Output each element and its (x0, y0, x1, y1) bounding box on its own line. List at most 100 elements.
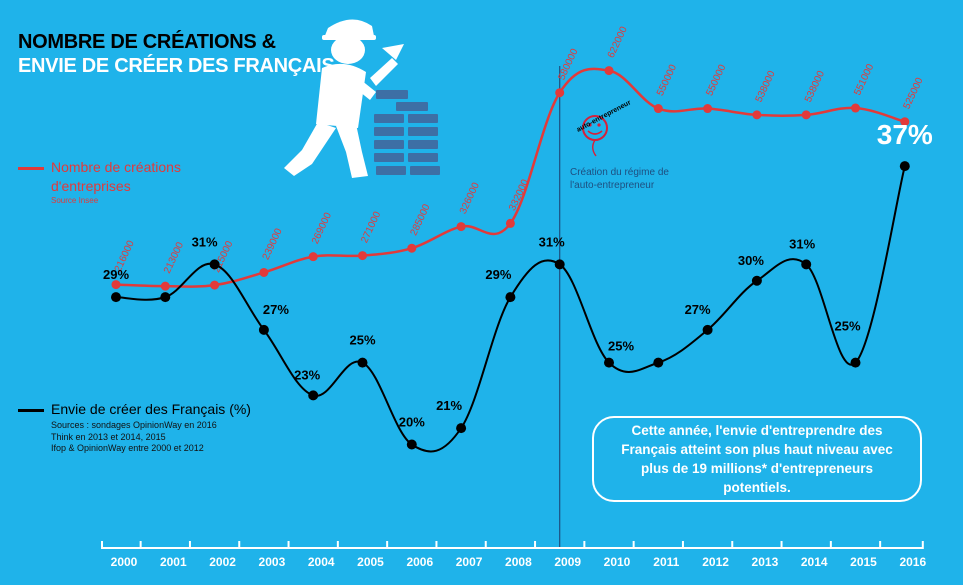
x-tick-label: 2004 (308, 555, 335, 569)
envie-point (850, 357, 861, 368)
envie-point (751, 275, 762, 286)
creations-point (653, 104, 663, 114)
callout-text: Cette année, l'envie d'entreprendre des … (621, 423, 893, 495)
creations-data-label: 550000 (655, 63, 679, 98)
creations-data-label: 538000 (754, 69, 778, 104)
x-tick-label: 2008 (505, 555, 532, 569)
title-line-2: ENVIE DE CRÉER DES FRANÇAIS (18, 55, 335, 77)
brick-wall (374, 90, 440, 175)
envie-point (111, 292, 121, 303)
envie-point (554, 259, 565, 270)
annotation-line-1: Création du régime de (570, 167, 669, 178)
envie-highlight-label: 37% (877, 119, 933, 150)
x-tick-label: 2014 (801, 555, 828, 569)
auto-entrepreneur-logo: auto-entrepreneur (576, 99, 632, 157)
creations-point (505, 218, 515, 228)
creations-data-label: 269000 (310, 211, 334, 246)
envie-data-label: 25% (834, 319, 860, 334)
creations-point (456, 222, 466, 232)
envie-data-label: 31% (539, 234, 565, 249)
legend-envie-source-line: Think en 2013 et 2014, 2015 (51, 431, 166, 442)
envie-point (801, 259, 812, 270)
creations-data-label: 551000 (852, 62, 876, 97)
creations-line (115, 67, 906, 288)
x-axis: 2000 2001 2002 2003 2004 2005 2006 2007 2008 2009… (101, 541, 926, 569)
envie-point (653, 357, 664, 368)
creations-point (604, 66, 614, 76)
x-tick-label: 2005 (357, 555, 384, 569)
envie-point (258, 324, 269, 335)
envie-data-label: 20% (399, 415, 425, 430)
legend-creations-swatch (18, 167, 44, 170)
creations-data-label: 550000 (704, 63, 728, 98)
creations-data-label: 213000 (162, 240, 186, 275)
envie-data-label: 21% (436, 398, 462, 413)
x-tick-label: 2012 (702, 555, 729, 569)
envie-point (604, 357, 614, 368)
envie-data-label: 25% (349, 333, 375, 348)
envie-data-label: 23% (294, 367, 320, 382)
creations-data-label: 580000 (556, 47, 580, 82)
envie-point (406, 439, 417, 450)
envie-point (505, 292, 516, 303)
legend-creations-label: Nombre de créations d'entreprises (51, 159, 181, 194)
envie-data-label: 31% (192, 234, 218, 249)
x-tick-label: 2016 (899, 555, 926, 569)
legend-envie-sources: Sources : sondages OpinionWay en 2016 Th… (51, 420, 281, 455)
envie-point (308, 390, 319, 401)
legend-envie-source-line: Ifop & OpinionWay entre 2000 et 2012 (51, 443, 204, 453)
creations-point (308, 252, 318, 262)
creations-point (160, 281, 170, 291)
annotation-line-2: l'auto-entrepreneur (570, 180, 655, 191)
envie-point (357, 357, 368, 368)
creations-point (801, 110, 811, 120)
creations-point (358, 251, 367, 261)
x-tick-label: 2013 (752, 555, 779, 569)
legend-envie-label: Envie de créer des Français (%) (51, 401, 251, 417)
creations-data-label: 271000 (359, 210, 383, 245)
envie-data-label: 25% (608, 339, 634, 354)
envie-data-label: 29% (103, 267, 129, 282)
creations-data-label: 285000 (409, 202, 433, 237)
title-line-1: NOMBRE DE CRÉATIONS & (18, 31, 276, 53)
envie-point (209, 259, 220, 270)
creations-point (900, 117, 910, 127)
envie-data-label: 31% (789, 236, 815, 251)
x-tick-label: 2015 (850, 555, 877, 569)
x-tick-label: 2003 (259, 555, 286, 569)
creations-point (703, 104, 713, 114)
callout-box: Cette année, l'envie d'entreprendre des … (592, 416, 922, 502)
creations-point (210, 280, 220, 290)
envie-data-label: 30% (738, 253, 764, 268)
creations-point (407, 243, 417, 253)
envie-point (702, 324, 713, 335)
legend-envie-swatch (18, 409, 44, 412)
envie-point (160, 292, 171, 303)
x-tick-label: 2007 (456, 555, 483, 569)
worker-illustration (284, 19, 404, 178)
creations-data-label: 332000 (507, 177, 531, 212)
creations-point (555, 88, 565, 98)
creations-data-label: 538000 (803, 69, 827, 104)
envie-data-label: 27% (685, 302, 711, 317)
x-tick-label: 2011 (653, 555, 679, 569)
creations-point (851, 103, 860, 113)
auto-entrepreneur-annotation: Création du régime de l'auto-entrepreneu… (570, 167, 669, 191)
envie-point (899, 161, 910, 172)
creations-point (111, 280, 121, 290)
legend-envie-source-line: Sources : sondages OpinionWay en 2016 (51, 420, 217, 430)
creations-data-label: 525000 (902, 76, 926, 111)
envie-point (456, 423, 467, 434)
envie-data-label: 29% (485, 267, 511, 282)
envie-data-label: 27% (263, 302, 289, 317)
creations-data-label: 622000 (606, 25, 630, 60)
chart-title: NOMBRE DE CRÉATIONS & ENVIE DE CRÉER DES… (18, 30, 335, 78)
x-tick-label: 2001 (160, 555, 187, 569)
creations-data-label: 326000 (458, 181, 482, 216)
creations-data-label: 239000 (261, 226, 285, 261)
x-tick-label: 2006 (406, 555, 433, 569)
x-tick-label: 2002 (209, 555, 236, 569)
creations-point (259, 267, 269, 277)
x-tick-label: 2000 (111, 555, 138, 569)
